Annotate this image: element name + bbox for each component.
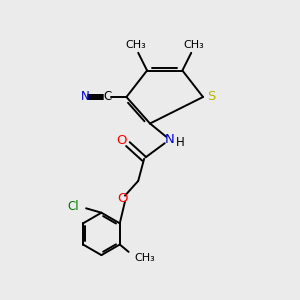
Text: CH₃: CH₃ bbox=[184, 40, 205, 50]
Text: CH₃: CH₃ bbox=[125, 40, 146, 50]
Text: O: O bbox=[116, 134, 127, 147]
Text: CH₃: CH₃ bbox=[134, 253, 155, 263]
Text: N: N bbox=[164, 133, 174, 146]
Text: Cl: Cl bbox=[68, 200, 79, 213]
Text: O: O bbox=[117, 192, 127, 205]
Text: C: C bbox=[103, 91, 111, 103]
Text: N: N bbox=[81, 91, 90, 103]
Text: H: H bbox=[176, 136, 185, 148]
Text: S: S bbox=[207, 91, 215, 103]
